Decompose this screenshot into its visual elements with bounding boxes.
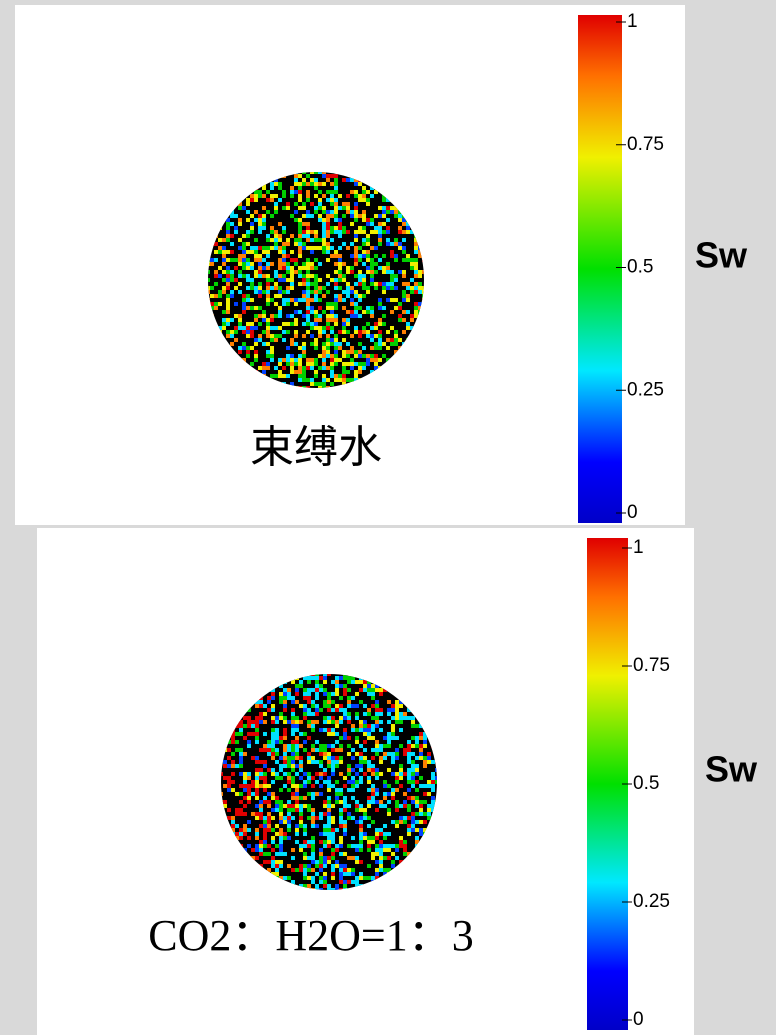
tick-label: 0 (633, 1009, 644, 1030)
tick-label: 0 (627, 502, 638, 523)
saturation-map (208, 172, 424, 388)
pixels (221, 674, 437, 890)
pixels (208, 172, 424, 388)
tick-label: 0.75 (627, 134, 664, 155)
pixels (208, 172, 424, 388)
pixels (208, 172, 424, 388)
tick-label: 0.75 (633, 655, 670, 676)
tick-label: 0.25 (633, 891, 670, 912)
pixels (208, 172, 424, 388)
tick-label: 0.25 (627, 379, 664, 400)
caption: 束缚水 (250, 422, 382, 473)
colorbar (587, 538, 628, 1030)
tick-label: 0.5 (627, 257, 653, 278)
colorbar (578, 15, 622, 523)
tick-label: 0.5 (633, 773, 659, 794)
pixels (221, 674, 437, 890)
colorbar-label: Sw (695, 235, 748, 276)
pixels (221, 674, 437, 890)
colorbar-label: Sw (705, 749, 758, 790)
pixels (208, 172, 424, 388)
tick-label: 1 (627, 11, 638, 32)
caption: CO2：H2O=1：3 (148, 911, 474, 960)
tick-label: 1 (633, 537, 644, 558)
